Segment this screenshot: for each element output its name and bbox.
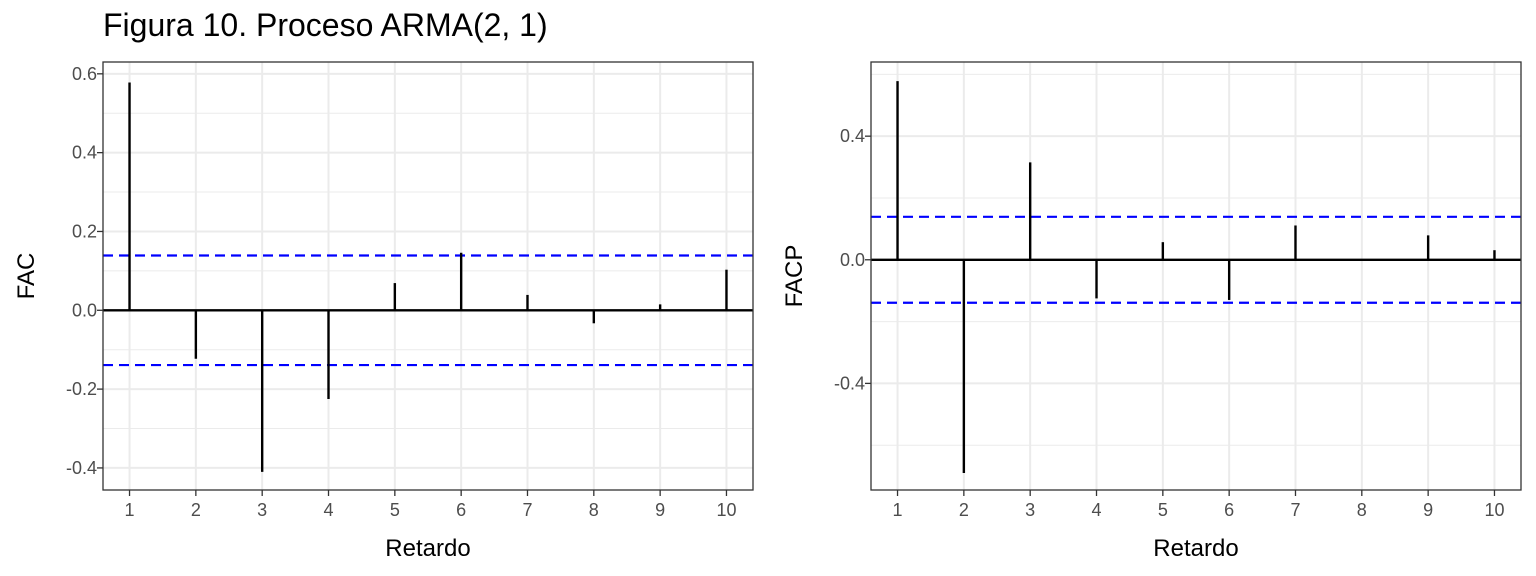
x-tick-label: 4 bbox=[324, 500, 334, 520]
y-tick-label: 0.0 bbox=[840, 250, 865, 270]
panel-border bbox=[102, 61, 754, 491]
x-tick-label: 5 bbox=[390, 500, 400, 520]
y-tick-label: 0.2 bbox=[72, 221, 97, 241]
x-tick-label: 3 bbox=[1025, 500, 1035, 520]
x-tick-label: 4 bbox=[1092, 500, 1102, 520]
x-tick-label: 6 bbox=[1224, 500, 1234, 520]
x-tick-label: 9 bbox=[1423, 500, 1433, 520]
y-tick-label: 0.4 bbox=[840, 126, 865, 146]
fac-panel: -0.4 -0.2 0.0 0.2 0.4 0.6 1 2 3 4 5 6 7 8 9 10 Retardo FA… bbox=[13, 61, 754, 562]
x-axis-title: Retardo bbox=[1153, 535, 1238, 562]
x-tick-label: 1 bbox=[125, 500, 135, 520]
panel-border bbox=[870, 61, 1522, 491]
y-tick-label: -0.2 bbox=[66, 379, 97, 399]
x-tick-label: 7 bbox=[1290, 500, 1300, 520]
x-tick-label: 8 bbox=[1357, 500, 1367, 520]
x-tick-label: 9 bbox=[655, 500, 665, 520]
x-axis-title: Retardo bbox=[385, 535, 470, 562]
y-tick-label: 0.0 bbox=[72, 300, 97, 320]
x-tick-label: 1 bbox=[893, 500, 903, 520]
y-axis-title: FACP bbox=[781, 245, 808, 308]
y-tick-label: -0.4 bbox=[834, 373, 865, 393]
y-tick-label: -0.4 bbox=[66, 458, 97, 478]
x-tick-label: 2 bbox=[959, 500, 969, 520]
figure-title: Figura 10. Proceso ARMA(2, 1) bbox=[103, 7, 548, 43]
x-tick-label: 6 bbox=[456, 500, 466, 520]
x-tick-label: 10 bbox=[1484, 500, 1504, 520]
y-axis-title: FAC bbox=[13, 253, 40, 300]
x-tick-label: 3 bbox=[257, 500, 267, 520]
x-tick-label: 2 bbox=[191, 500, 201, 520]
x-tick-label: 7 bbox=[522, 500, 532, 520]
facp-panel: -0.4 0.0 0.4 1 2 3 4 5 6 7 8 9 10 Retardo FACP bbox=[781, 61, 1522, 562]
x-tick-label: 5 bbox=[1158, 500, 1168, 520]
x-tick-label: 10 bbox=[716, 500, 736, 520]
y-tick-label: 0.4 bbox=[72, 143, 97, 163]
x-tick-label: 8 bbox=[589, 500, 599, 520]
y-tick-label: 0.6 bbox=[72, 64, 97, 84]
